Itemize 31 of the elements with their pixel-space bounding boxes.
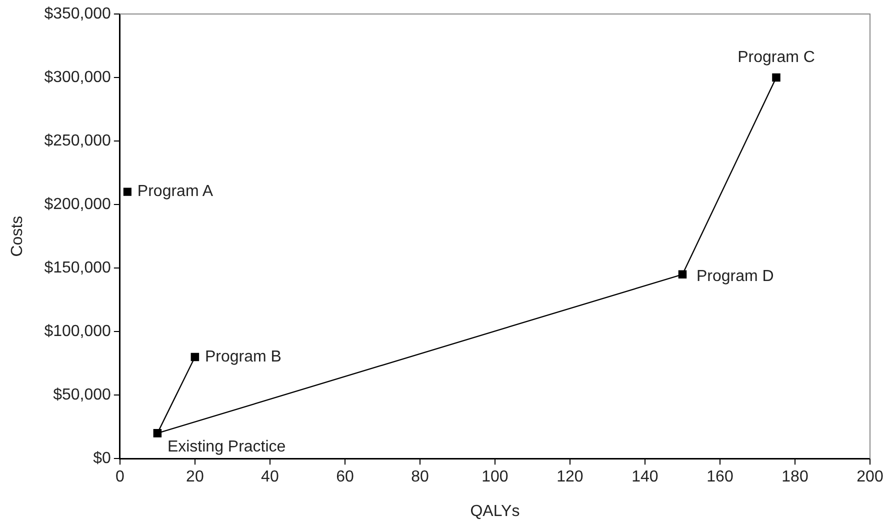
point xyxy=(190,352,200,362)
x-tick-label: 120 xyxy=(556,468,584,486)
annotation: Program D xyxy=(696,268,774,285)
y-tick-label: $100,000 xyxy=(44,322,112,340)
x-tick-label: 140 xyxy=(632,468,658,486)
annotation: Program B xyxy=(204,348,282,366)
point xyxy=(678,270,687,279)
point xyxy=(153,429,162,438)
x-tick-label: 40 xyxy=(261,468,279,486)
x-tick-label: 80 xyxy=(411,468,429,486)
point xyxy=(123,188,132,196)
x-tick-label: 200 xyxy=(856,468,884,486)
y-tick-label: $300,000 xyxy=(44,68,112,86)
x-tick-label: 100 xyxy=(482,468,508,486)
y-tick-label: $50,000 xyxy=(53,386,112,404)
annotation: Program C xyxy=(738,48,815,66)
y-tick-label: $350,000 xyxy=(44,5,112,22)
x-tick-label: 180 xyxy=(782,468,808,486)
point xyxy=(772,73,780,82)
y-axis-title: Costs xyxy=(9,216,26,257)
x-tick-label: 160 xyxy=(706,468,734,486)
y-tick-label: $150,000 xyxy=(44,259,112,276)
annotation: Existing Practice xyxy=(167,438,286,456)
y-tick-label: $0 xyxy=(93,450,112,468)
x-tick-label: 60 xyxy=(336,468,354,486)
annotation: Program A xyxy=(137,183,214,200)
y-tick-label: $250,000 xyxy=(44,132,112,150)
x-tick-label: 0 xyxy=(115,468,124,486)
x-tick-label: 20 xyxy=(186,468,204,486)
y-tick-label: $200,000 xyxy=(44,196,112,213)
x-axis-title: QALYs xyxy=(470,502,520,520)
